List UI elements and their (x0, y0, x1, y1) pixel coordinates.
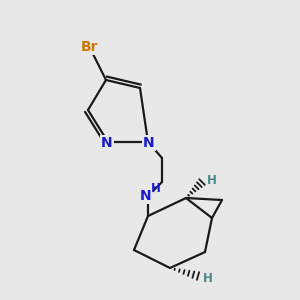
Text: N: N (143, 136, 155, 150)
Text: H: H (207, 173, 217, 187)
Text: N: N (140, 189, 152, 203)
Text: N: N (101, 136, 113, 150)
Text: H: H (151, 182, 161, 196)
Text: H: H (203, 272, 213, 284)
Text: Br: Br (81, 40, 99, 54)
